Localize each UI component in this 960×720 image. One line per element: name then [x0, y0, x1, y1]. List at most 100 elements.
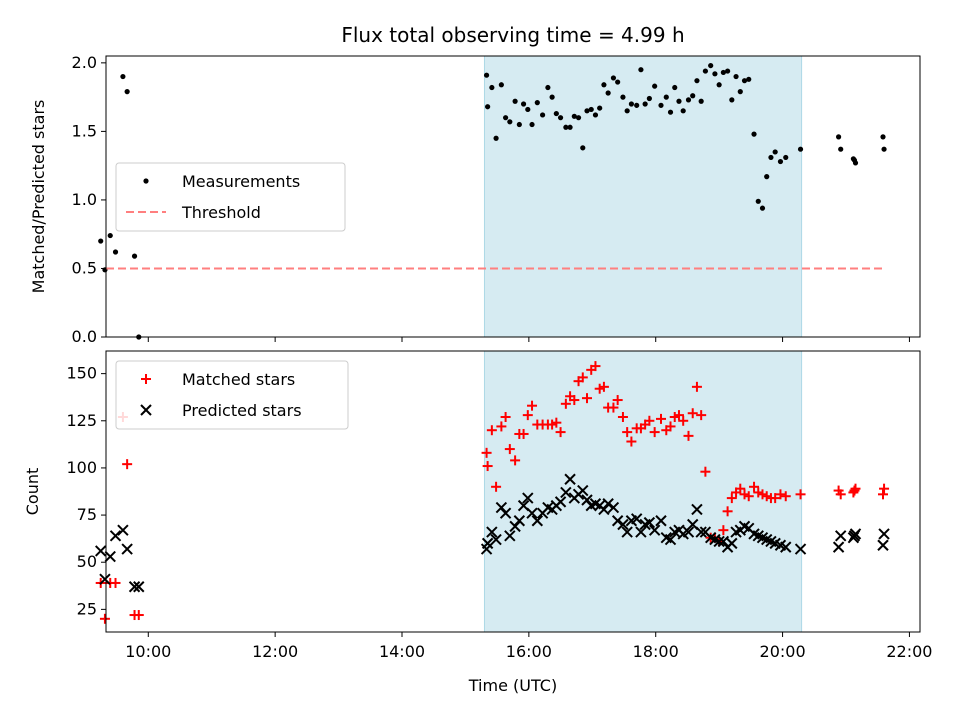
axes-frame — [105, 55, 921, 338]
data-point — [612, 395, 623, 406]
data-point — [107, 232, 113, 239]
data-point — [131, 253, 138, 259]
data-point — [592, 112, 599, 118]
data-point — [549, 94, 555, 100]
data-point — [557, 115, 564, 121]
data-point — [672, 84, 678, 91]
data-point — [717, 535, 730, 548]
data-point — [534, 100, 540, 106]
data-point — [531, 515, 544, 527]
data-point — [691, 503, 703, 516]
data-point — [554, 496, 567, 508]
data-point — [605, 90, 611, 96]
data-point — [122, 459, 133, 470]
data-point — [667, 109, 674, 115]
y-tick-label: 25 — [77, 599, 97, 618]
series-matched-stars — [95, 361, 890, 624]
data-point — [495, 501, 508, 514]
data-point — [676, 98, 682, 104]
data-point — [133, 610, 144, 621]
y-axis-label: Count — [23, 468, 42, 516]
data-point — [680, 108, 686, 114]
data-point — [621, 526, 633, 538]
data-point — [735, 483, 746, 494]
data-point — [755, 198, 761, 204]
data-point — [725, 68, 731, 74]
axes-frame — [105, 350, 921, 633]
data-point — [607, 501, 620, 514]
y-tick-label: 150 — [66, 364, 97, 383]
data-point — [878, 528, 890, 540]
data-point — [120, 73, 126, 80]
observing-window-span — [483, 55, 803, 338]
data-point — [642, 101, 648, 107]
data-point — [879, 483, 890, 494]
panel-counts: 25 50 75 100 125 150 10:00 12:00 14:00 16:00 18:00… — [23, 350, 932, 661]
data-point — [749, 481, 760, 492]
data-point — [683, 430, 694, 441]
data-point — [690, 93, 696, 99]
data-point — [770, 493, 781, 504]
y-tick-label: 0.5 — [72, 258, 97, 277]
x-tick-label: 22:00 — [886, 642, 932, 661]
x-axis-label: Time (UTC) — [468, 676, 557, 695]
data-point — [567, 124, 573, 130]
data-point — [597, 105, 603, 111]
data-point — [878, 489, 888, 500]
data-point — [569, 395, 580, 406]
data-point — [624, 108, 630, 114]
data-point — [563, 124, 569, 130]
data-point — [95, 545, 107, 557]
data-point — [673, 410, 684, 421]
data-point — [527, 400, 538, 411]
data-point — [504, 530, 516, 542]
data-point — [560, 398, 571, 409]
data-point — [678, 415, 689, 426]
data-point — [663, 94, 669, 100]
data-point — [513, 515, 526, 527]
legend-label: Predicted stars — [182, 401, 302, 420]
data-point — [577, 372, 588, 383]
data-point — [716, 82, 722, 88]
data-point — [486, 425, 497, 436]
data-point — [582, 393, 592, 404]
data-point — [526, 507, 538, 519]
data-point — [836, 134, 842, 140]
chart-title: Flux total observing time = 4.99 h — [341, 23, 684, 47]
data-point — [759, 205, 766, 211]
data-point — [634, 102, 640, 108]
data-point — [564, 473, 576, 485]
data-point — [503, 115, 509, 121]
data-point — [601, 82, 607, 88]
data-point — [772, 149, 778, 155]
data-point — [482, 461, 493, 472]
data-point — [726, 493, 737, 504]
legend-swatch — [140, 404, 152, 416]
data-point — [649, 427, 660, 438]
y-tick-label: 75 — [77, 505, 97, 524]
data-point — [99, 613, 110, 624]
data-point — [849, 528, 862, 540]
data-point — [622, 427, 633, 438]
data-point — [729, 97, 735, 103]
data-point — [644, 415, 655, 426]
data-point — [713, 535, 725, 548]
data-point — [746, 76, 752, 82]
data-point — [638, 67, 644, 73]
data-point — [700, 466, 711, 477]
data-point — [881, 146, 887, 152]
data-point — [516, 121, 522, 128]
data-point — [656, 413, 666, 424]
data-point — [498, 82, 504, 88]
legend-swatch — [141, 374, 151, 384]
data-point — [490, 533, 502, 546]
data-point — [529, 121, 535, 128]
legend-label: Measurements — [182, 172, 300, 191]
data-point — [520, 101, 527, 107]
legend-swatch — [143, 178, 149, 184]
data-point — [720, 69, 726, 76]
data-point — [486, 526, 498, 538]
legend-box — [115, 162, 346, 232]
data-point — [783, 154, 789, 161]
data-point — [615, 79, 621, 85]
